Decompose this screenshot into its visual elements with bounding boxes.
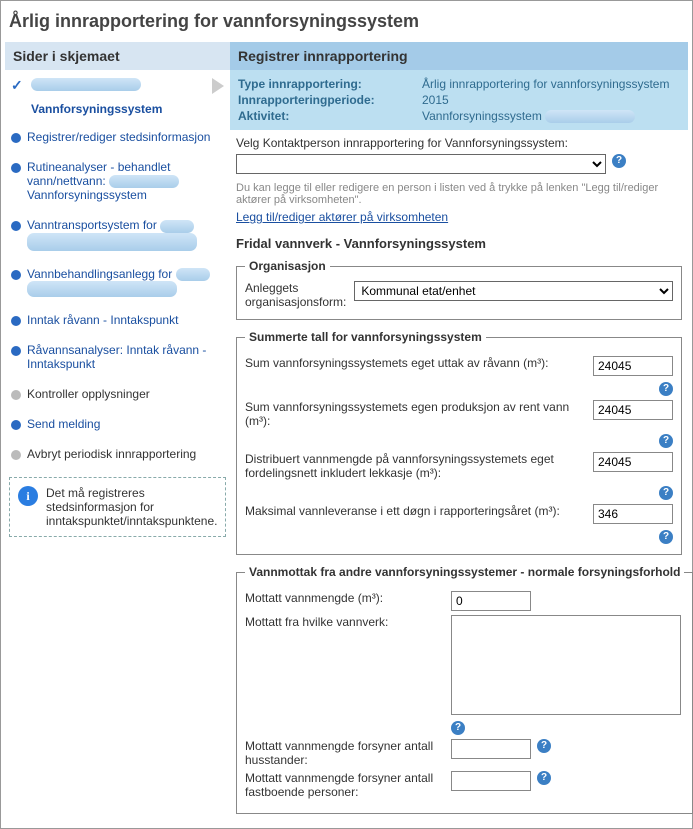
sidebar-item-label: Avbryt periodisk innrapportering xyxy=(27,447,196,461)
main-panel: Registrer innrapportering Type innrappor… xyxy=(230,42,688,824)
sidebar-item-label: Send melding xyxy=(27,417,100,431)
sum-label-3: Maksimal vannleveranse i ett døgn i rapp… xyxy=(245,504,587,518)
help-icon[interactable] xyxy=(659,382,673,396)
bullet-icon xyxy=(11,316,21,326)
sidebar-item-label: Inntak råvann - Inntakspunkt xyxy=(27,313,178,327)
chevron-right-icon xyxy=(212,78,224,94)
sidebar-item-label: Registrer/rediger stedsinformasjon xyxy=(27,130,210,144)
redacted-blob xyxy=(27,233,197,251)
fieldset-organisasjon: Organisasjon Anleggets organisasjonsform… xyxy=(236,259,682,320)
sidebar-item-label: Vanntransportsystem for xyxy=(27,218,197,250)
bullet-icon xyxy=(11,450,21,460)
sum-input-2[interactable] xyxy=(593,452,673,472)
sidebar-item-send[interactable]: Send melding xyxy=(5,409,230,439)
sidebar-item-stedsinfo[interactable]: Registrer/rediger stedsinformasjon xyxy=(5,122,230,152)
fieldset-vannmottak: Vannmottak fra andre vannforsyningssyste… xyxy=(236,565,693,814)
bullet-icon xyxy=(11,163,21,173)
sidebar-item-label: Vannforsyningssystem xyxy=(5,102,230,122)
mottak-input-3[interactable] xyxy=(451,739,531,759)
help-icon[interactable] xyxy=(612,154,626,168)
help-icon[interactable] xyxy=(537,739,551,753)
sum-label-1: Sum vannforsyningssystemets egen produks… xyxy=(245,400,587,428)
section-title: Fridal vannverk - Vannforsyningssystem xyxy=(236,224,682,259)
sidebar-item-vanntransport[interactable]: Vanntransportsystem for xyxy=(5,210,230,258)
redacted-blob xyxy=(109,175,179,188)
contact-hint: Du kan legge til eller redigere en perso… xyxy=(236,178,682,210)
redacted-blob xyxy=(160,220,194,233)
contact-select[interactable] xyxy=(236,154,606,174)
bullet-icon xyxy=(11,270,21,280)
main-header: Registrer innrapportering xyxy=(230,42,688,70)
sidebar-item-kontroller[interactable]: Kontroller opplysninger xyxy=(5,379,230,409)
sidebar-header: Sider i skjemaet xyxy=(5,42,230,70)
contact-label: Velg Kontaktperson innrapportering for V… xyxy=(236,136,682,150)
sum-input-0[interactable] xyxy=(593,356,673,376)
org-label: Anleggets organisasjonsform: xyxy=(245,281,346,309)
redacted-blob xyxy=(27,281,177,297)
legend-vannmottak: Vannmottak fra andre vannforsyningssyste… xyxy=(245,565,684,579)
help-icon[interactable] xyxy=(659,434,673,448)
sum-input-1[interactable] xyxy=(593,400,673,420)
sidebar: Sider i skjemaet Vannforsyningssystem Re… xyxy=(5,42,230,545)
bullet-icon xyxy=(11,390,21,400)
bullet-icon xyxy=(11,133,21,143)
help-icon[interactable] xyxy=(659,530,673,544)
fieldset-summerte: Summerte tall for vannforsyningssystem S… xyxy=(236,330,682,555)
check-icon xyxy=(11,80,25,94)
info-icon: i xyxy=(18,486,38,506)
legend-organisasjon: Organisasjon xyxy=(245,259,330,273)
sidebar-item-label: Rutineanalyser - behandlet vann/nettvann… xyxy=(27,160,224,202)
mottak-label-3: Mottatt vannmengde forsyner antall husst… xyxy=(245,739,445,767)
sidebar-item-ravannsanalyser[interactable]: Råvannsanalyser: Inntak råvann - Inntaks… xyxy=(5,335,230,379)
bullet-icon xyxy=(11,420,21,430)
info-box: i Det må registreres stedsinformasjon fo… xyxy=(9,477,226,537)
mottak-label-1: Mottatt vannmengde (m³): xyxy=(245,591,445,605)
sidebar-item-vannforsyningssystem[interactable] xyxy=(5,70,230,102)
mottak-label-4: Mottatt vannmengde forsyner antall fastb… xyxy=(245,771,445,799)
sidebar-item-label: Råvannsanalyser: Inntak råvann - Inntaks… xyxy=(27,343,224,371)
sidebar-item-inntak[interactable]: Inntak råvann - Inntakspunkt xyxy=(5,305,230,335)
legend-summerte: Summerte tall for vannforsyningssystem xyxy=(245,330,486,344)
sidebar-item-avbryt[interactable]: Avbryt periodisk innrapportering xyxy=(5,439,230,469)
help-icon[interactable] xyxy=(537,771,551,785)
mottak-textarea[interactable] xyxy=(451,615,681,715)
meta-period-label: Innrapporteringperiode: xyxy=(238,93,418,107)
meta-period-value: 2015 xyxy=(422,93,449,107)
sum-input-3[interactable] xyxy=(593,504,673,524)
help-icon[interactable] xyxy=(659,486,673,500)
sidebar-item-vannbehandling[interactable]: Vannbehandlingsanlegg for xyxy=(5,259,230,305)
sidebar-item-label: Kontroller opplysninger xyxy=(27,387,150,401)
bullet-icon xyxy=(11,221,21,231)
meta-activity-label: Aktivitet: xyxy=(238,109,418,123)
sidebar-item-rutineanalyser[interactable]: Rutineanalyser - behandlet vann/nettvann… xyxy=(5,152,230,210)
edit-actors-link[interactable]: Legg til/rediger aktører på virksomheten xyxy=(236,210,448,224)
redacted-blob xyxy=(545,110,635,123)
page-title: Årlig innrapportering for vannforsynings… xyxy=(5,5,688,42)
sidebar-item-label: Vannbehandlingsanlegg for xyxy=(27,267,210,297)
bullet-icon xyxy=(11,346,21,356)
meta-block: Type innrapportering: Årlig innrapporter… xyxy=(230,70,688,130)
org-select[interactable]: Kommunal etat/enhet xyxy=(354,281,673,301)
mottak-input-4[interactable] xyxy=(451,771,531,791)
mottak-label-2: Mottatt fra hvilke vannverk: xyxy=(245,615,445,629)
redacted-blob xyxy=(176,268,210,281)
mottak-input-1[interactable] xyxy=(451,591,531,611)
sum-label-2: Distribuert vannmengde på vannforsynings… xyxy=(245,452,587,480)
meta-type-label: Type innrapportering: xyxy=(238,77,418,91)
info-text: Det må registreres stedsinformasjon for … xyxy=(46,486,217,528)
sum-label-0: Sum vannforsyningssystemets eget uttak a… xyxy=(245,356,587,370)
redacted-blob xyxy=(31,78,141,91)
meta-type-value: Årlig innrapportering for vannforsynings… xyxy=(422,77,669,91)
help-icon[interactable] xyxy=(451,721,465,735)
meta-activity-value: Vannforsyningssystem xyxy=(422,109,635,123)
